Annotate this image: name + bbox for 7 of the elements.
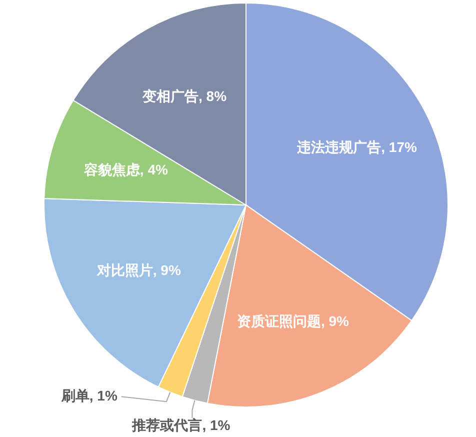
slice-label: 对比照片, 9% [96, 262, 182, 278]
slice-label: 违法违规广告, 17% [296, 138, 418, 155]
slice-label: 变相广告, 8% [142, 88, 228, 104]
slice-label: 容貌焦虑, 4% [82, 161, 168, 178]
slice-label: 刷单, 1% [60, 388, 118, 404]
slice-label: 推荐或代言, 1% [131, 417, 231, 434]
slice-label: 资质证照问题, 9% [236, 312, 350, 329]
